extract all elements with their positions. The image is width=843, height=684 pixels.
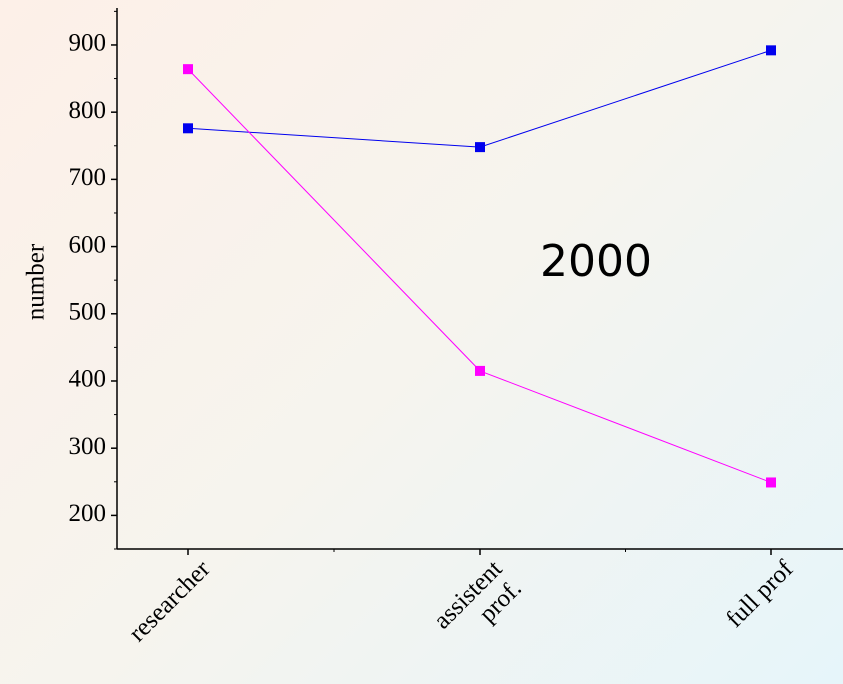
series-2-line [187, 68, 772, 483]
y-tick-label: 900 [69, 30, 107, 57]
series-1-point [766, 45, 776, 56]
y-axis-title: number [23, 243, 50, 320]
y-tick-label: 200 [69, 500, 107, 527]
year-annotation: 2000 [540, 236, 652, 287]
series-1-point [183, 123, 193, 134]
y-tick-label: 300 [69, 433, 107, 460]
y-tick-label: 600 [69, 231, 107, 258]
y-tick-label: 400 [69, 366, 107, 393]
series-layer [183, 45, 776, 488]
y-tick-label: 700 [69, 164, 107, 191]
series-2-point [183, 64, 193, 75]
y-ticks: 200 300 400 500 600 700 800 900 [69, 10, 117, 550]
x-tick-label: researcher [124, 555, 216, 647]
series-1-point [475, 142, 485, 153]
y-tick-label: 500 [69, 299, 107, 326]
series-2-point [475, 365, 485, 376]
x-tick-label: assistentprof. [429, 555, 527, 653]
y-tick-label: 800 [69, 97, 107, 124]
series-1-line [187, 49, 772, 148]
x-tick-label: full prof [721, 555, 799, 633]
x-ticks: researcher assistentprof. full prof [124, 549, 799, 653]
series-2-point [766, 477, 776, 488]
